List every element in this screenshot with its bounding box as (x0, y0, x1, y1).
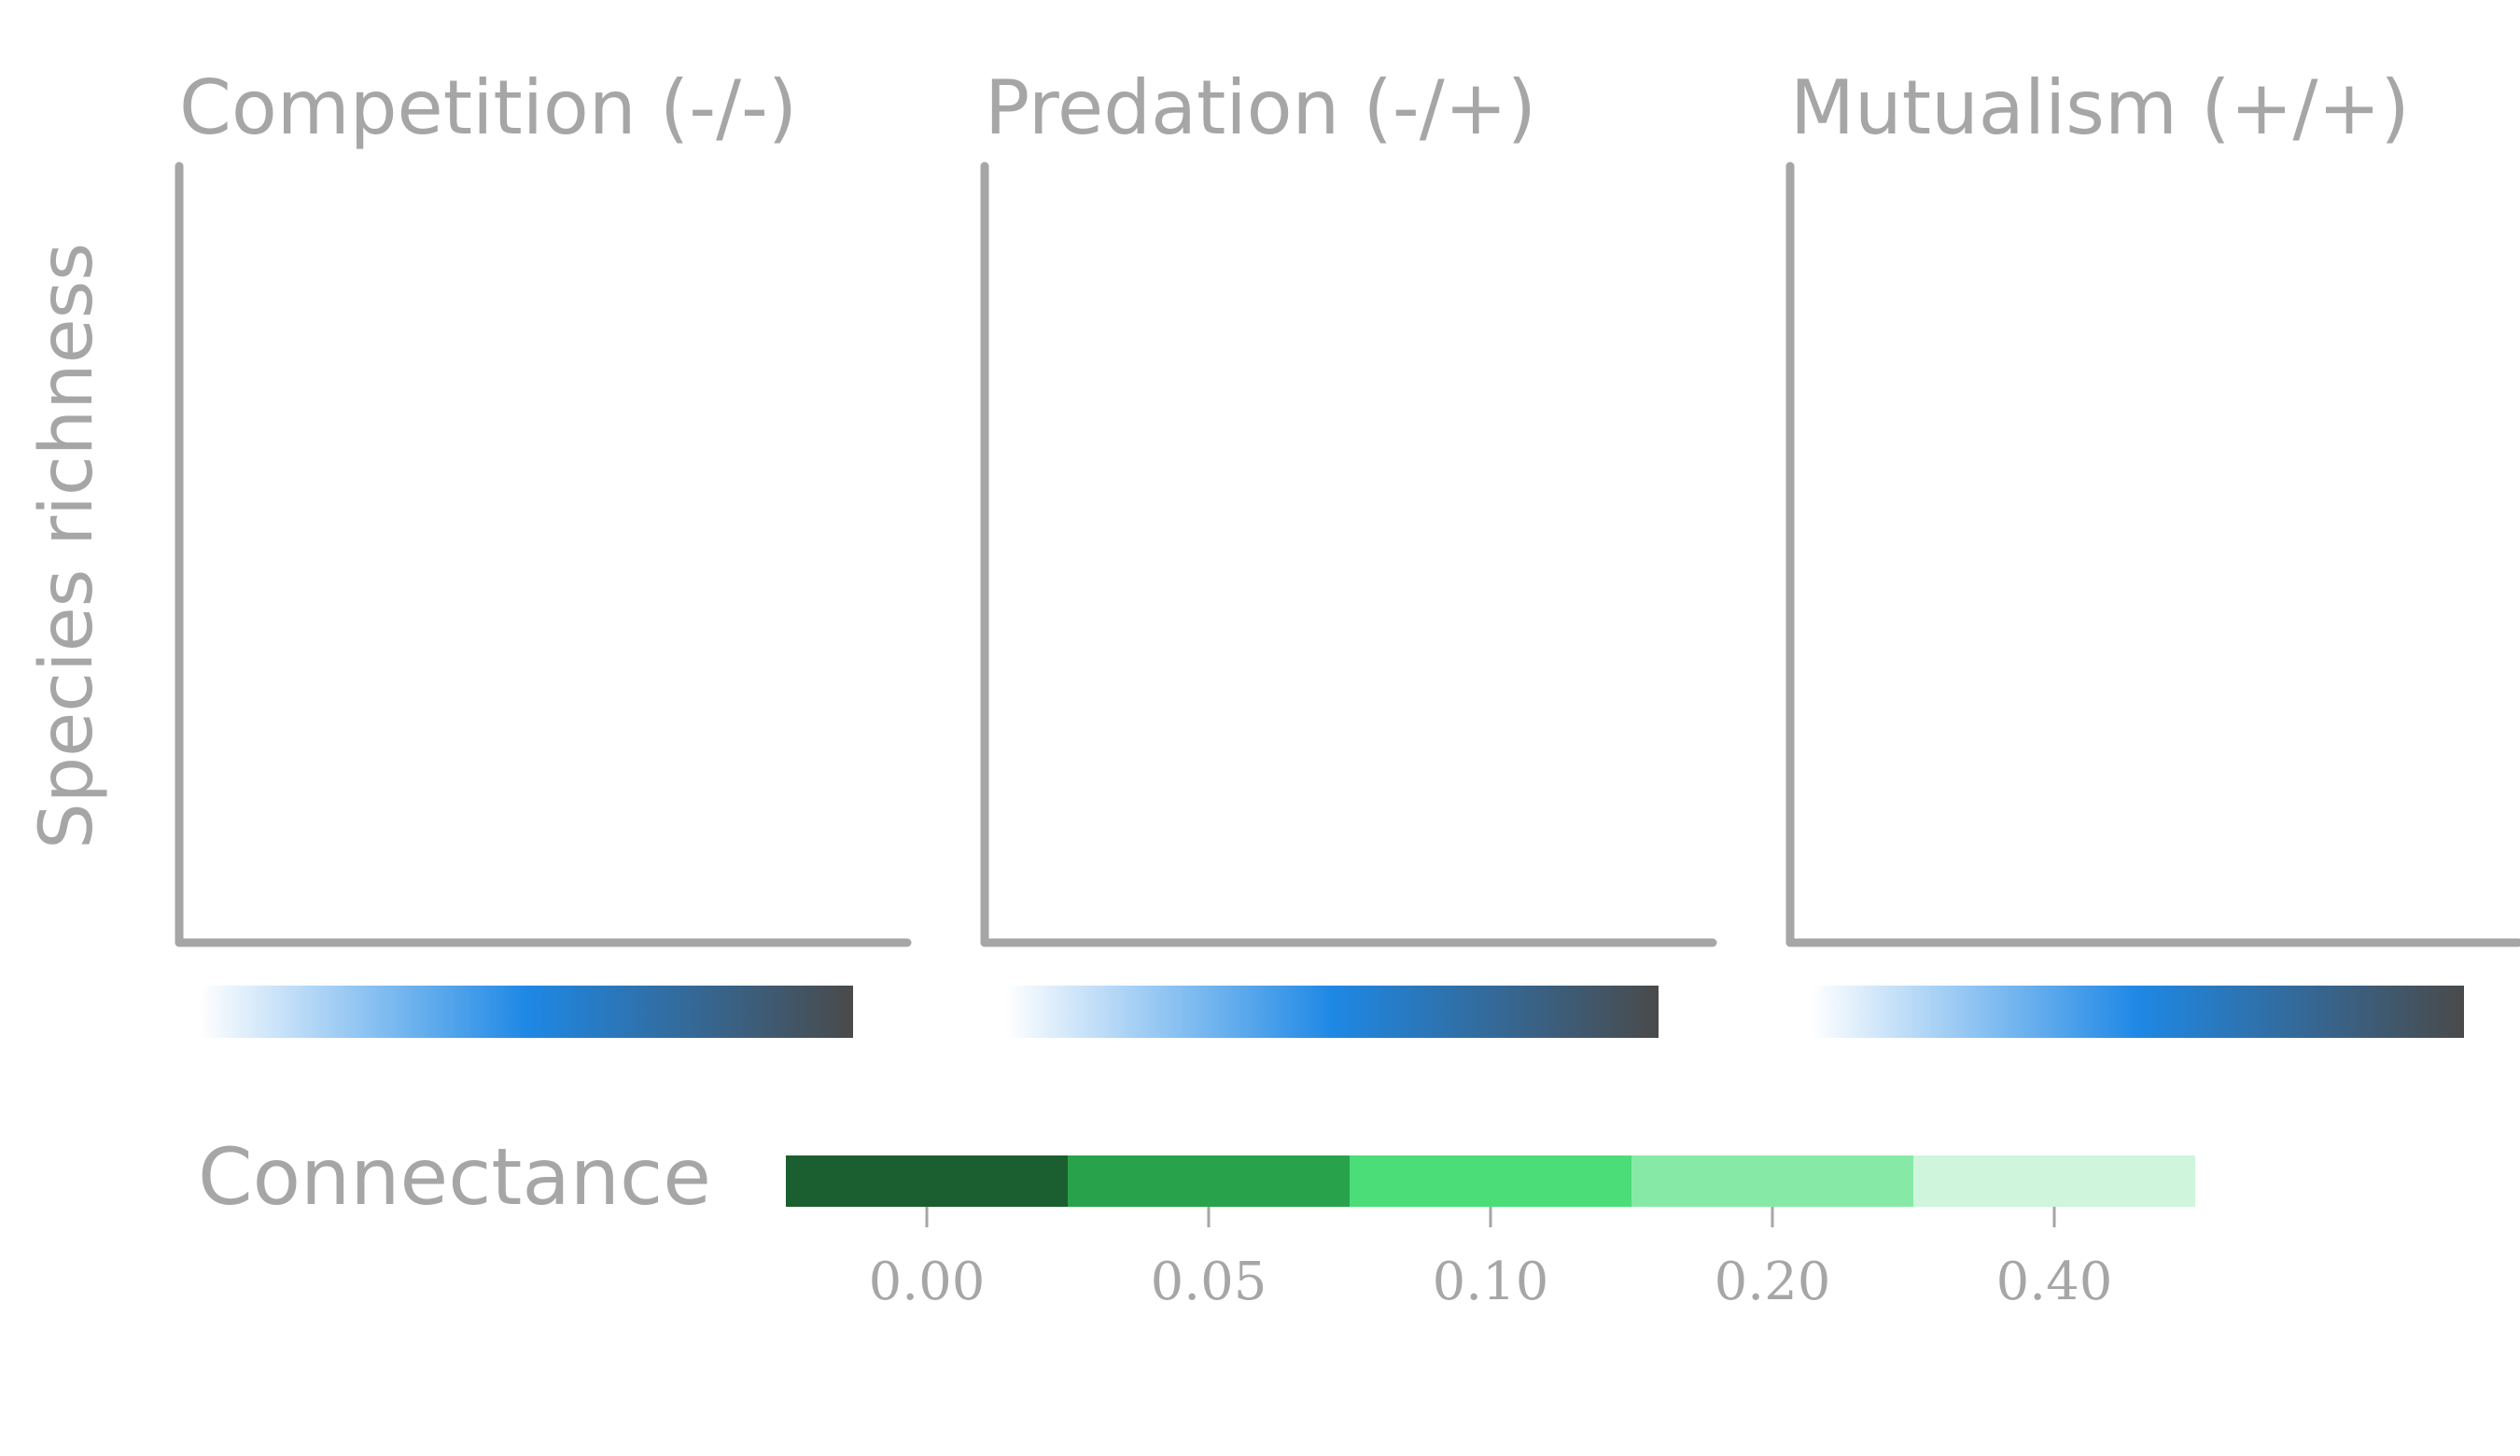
legend-swatch (786, 1155, 1068, 1207)
panel-title: Mutualism (+/+) (1790, 64, 2410, 151)
legend-label: 0.20 (1715, 1252, 1831, 1312)
gradient-bar (1005, 986, 1659, 1038)
panels: Competition (-/-) Predation (-/+) Mutualis… (175, 64, 2520, 1038)
legend-label: 0.00 (869, 1252, 986, 1312)
y-axis-label: Species richness (25, 243, 109, 849)
legend: Connectance 0.00 0.05 0.10 0.20 0.40 (198, 1131, 2195, 1312)
panel-2: Predation (-/+) (980, 64, 1717, 1038)
legend-swatch (1913, 1155, 2195, 1207)
gradient-bar (200, 986, 853, 1038)
legend-title: Connectance (198, 1131, 711, 1223)
panel-1: Competition (-/-) (175, 64, 912, 1038)
legend-items: 0.00 0.05 0.10 0.20 0.40 (786, 1155, 2195, 1312)
gradient-bar (1811, 986, 2464, 1038)
legend-swatch (1631, 1155, 1913, 1207)
panel-title: Predation (-/+) (985, 64, 1536, 151)
legend-swatch (1068, 1155, 1350, 1207)
panel-title: Competition (-/-) (179, 64, 797, 151)
legend-swatch (1350, 1155, 1631, 1207)
legend-label: 0.05 (1151, 1252, 1267, 1312)
legend-label: 0.10 (1433, 1252, 1549, 1312)
panel-3: Mutualism (+/+) (1785, 64, 2520, 1038)
legend-label: 0.40 (1996, 1252, 2113, 1312)
